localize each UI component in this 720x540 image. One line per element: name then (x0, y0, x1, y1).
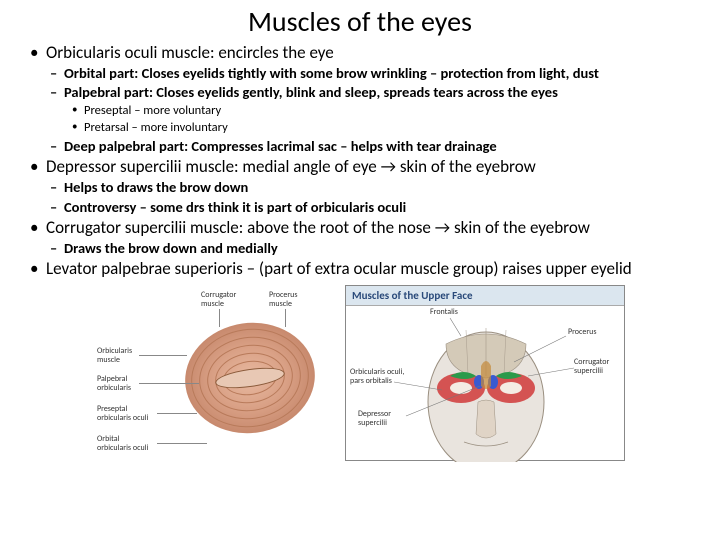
label-orbicularis: Orbicularis muscle (97, 347, 132, 364)
bullet-l1: Orbicularis oculi muscle: encircles the … (28, 42, 708, 63)
label-procerus-r: Procerus (568, 328, 597, 336)
bullet-l1: Corrugator supercilii muscle: above the … (28, 217, 708, 238)
bullet-l1: Depressor supercilii muscle: medial angl… (28, 156, 708, 177)
figure-upper-face: Muscles of the Upper Face (345, 285, 625, 461)
bullet-l2: Draws the brow down and medially (28, 239, 708, 257)
eye-socket-shape (178, 315, 322, 442)
bullet-content: Orbicularis oculi muscle: encircles the … (0, 42, 720, 279)
figure-eye-socket: Corrugator muscle Procerus muscle Orbicu… (95, 285, 325, 461)
upper-face-title: Muscles of the Upper Face (346, 286, 624, 306)
bullet-l3: Pretarsal – more involuntary (28, 120, 708, 136)
label-preseptal: Preseptal orbicularis oculi (97, 405, 148, 422)
label-orb-orbit: Orbicularis oculi, pars orbitalis (350, 368, 404, 385)
slide-title: Muscles of the eyes (0, 0, 720, 41)
label-palpebral: Palpebral orbicularis (97, 375, 131, 392)
label-procerus: Procerus muscle (269, 291, 298, 308)
bullet-l2: Helps to draws the brow down (28, 178, 708, 196)
bullet-l3: Preseptal – more voluntary (28, 103, 708, 119)
bullet-l2: Deep palpebral part: Compresses lacrimal… (28, 137, 708, 155)
label-depressor: Depressor supercilii (358, 410, 391, 427)
bullet-l2: Orbital part: Closes eyelids tightly wit… (28, 64, 708, 82)
label-orbital: Orbital orbicularis oculi (97, 435, 148, 452)
bullet-l2: Controversy – some drs think it is part … (28, 198, 708, 216)
figures-row: Corrugator muscle Procerus muscle Orbicu… (0, 285, 720, 461)
label-corrugator-r: Corrugator supercilii (574, 358, 609, 375)
bullet-l2: Palpebral part: Closes eyelids gently, b… (28, 83, 708, 101)
bullet-l1: Levator palpebrae superioris – (part of … (28, 258, 708, 279)
label-corrugator: Corrugator muscle (201, 291, 236, 308)
label-frontalis: Frontalis (430, 308, 458, 316)
